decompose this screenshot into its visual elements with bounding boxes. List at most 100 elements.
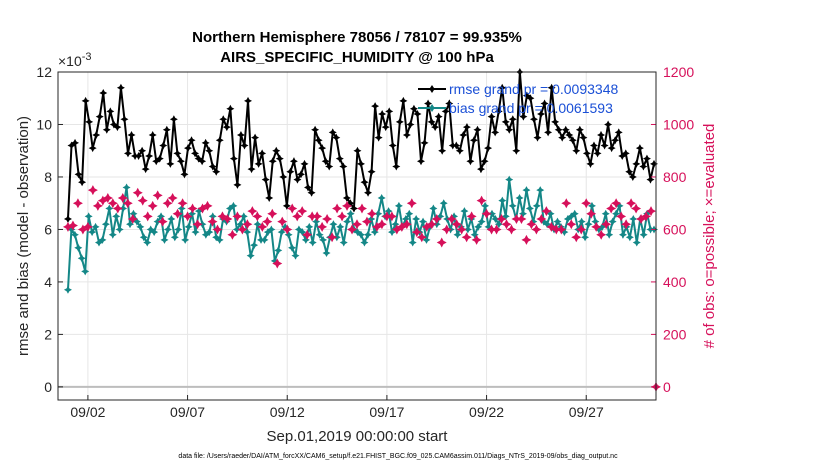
rmse-point — [593, 149, 602, 158]
y-tick-right-label: 800 — [663, 169, 687, 185]
bias-point — [532, 201, 541, 210]
y-tick-left-label: 10 — [36, 116, 52, 132]
bias-point — [225, 204, 234, 213]
bias-point — [239, 212, 248, 221]
obs-point — [466, 211, 477, 222]
bias-point — [139, 233, 148, 242]
bias-point — [163, 225, 172, 234]
bias-point — [494, 220, 503, 229]
rmse-point — [434, 112, 443, 121]
bias-point — [119, 204, 128, 213]
rmse-point — [438, 146, 447, 155]
obs-point — [481, 208, 492, 219]
bias-point — [246, 251, 255, 260]
rmse-point — [92, 130, 101, 139]
bias-point — [450, 212, 459, 221]
rmse-point — [600, 141, 609, 150]
obs-point — [471, 234, 482, 245]
bias-point — [432, 220, 441, 229]
y-tick-left-label: 8 — [44, 169, 52, 185]
bias-point — [539, 217, 548, 226]
bias-point — [343, 217, 352, 226]
bias-point — [563, 214, 572, 223]
rmse-point — [318, 144, 327, 153]
rmse-point — [88, 144, 97, 153]
obs-point — [282, 224, 293, 235]
rmse-point — [575, 125, 584, 134]
bias-point — [291, 251, 300, 260]
bias-point — [356, 230, 365, 239]
legend-rmse-label: rmse grand pr = 0.0093348 — [449, 81, 618, 97]
rmse-point — [148, 130, 157, 139]
obs-point — [371, 221, 382, 232]
rmse-point — [519, 112, 528, 121]
obs-point — [337, 211, 348, 222]
bias-point — [339, 238, 348, 247]
bias-point — [243, 228, 252, 237]
obs-point — [137, 195, 148, 206]
rmse-point — [226, 104, 235, 113]
obs-point — [132, 187, 143, 198]
bias-point — [188, 209, 197, 218]
legend-rmse-marker — [427, 85, 437, 93]
bias-point — [429, 204, 438, 213]
bias-point — [177, 204, 186, 213]
obs-point — [152, 190, 163, 201]
obs-point — [267, 208, 278, 219]
rmse-point — [81, 96, 90, 105]
y-tick-right-label: 0 — [663, 379, 671, 395]
rmse-point — [247, 165, 256, 174]
rmse-point — [378, 109, 387, 118]
y-tick-right-label: 1000 — [663, 116, 694, 132]
obs-point — [202, 200, 213, 211]
obs-point — [426, 219, 437, 230]
y-tick-left-label: 6 — [44, 221, 52, 237]
bias-point — [115, 225, 124, 234]
rmse-point — [219, 115, 228, 124]
rmse-point — [307, 188, 316, 197]
obs-point — [237, 224, 248, 235]
bias-point — [160, 235, 169, 244]
obs-point — [312, 211, 323, 222]
bias-point — [591, 217, 600, 226]
rmse-point — [71, 138, 80, 147]
bias-point — [205, 228, 214, 237]
obs-point — [631, 203, 642, 214]
obs-point — [626, 198, 637, 209]
rmse-point — [173, 149, 182, 158]
obs-point — [556, 224, 567, 235]
rmse-point — [431, 123, 440, 132]
x-tick-label: 09/02 — [70, 404, 105, 420]
rmse-point — [198, 157, 207, 166]
rmse-point — [533, 133, 542, 142]
rmse-point — [321, 157, 330, 166]
obs-point — [157, 216, 168, 227]
rmse-point — [304, 183, 313, 192]
plot-area-border — [57, 71, 657, 401]
bias-point — [94, 238, 103, 247]
rmse-point — [565, 130, 574, 139]
rmse-point — [459, 130, 468, 139]
y-tick-right-label: 600 — [663, 221, 687, 237]
rmse-point — [406, 120, 415, 129]
obs-point — [127, 213, 138, 224]
bias-point — [281, 222, 290, 231]
rmse-point — [74, 170, 83, 179]
series-layer — [62, 68, 661, 392]
bias-point — [543, 220, 552, 229]
rmse-point — [441, 107, 450, 116]
rmse-point — [508, 115, 517, 124]
rmse-point — [417, 157, 426, 166]
obs-point — [342, 200, 353, 211]
bias-point — [453, 230, 462, 239]
bias-point — [288, 243, 297, 252]
bias-point — [508, 201, 517, 210]
obs-point — [501, 219, 512, 230]
bias-point — [501, 212, 510, 221]
rmse-point — [162, 125, 171, 134]
rmse-point — [134, 151, 143, 160]
rmse-point — [300, 159, 309, 168]
bias-point — [284, 230, 293, 239]
rmse-point — [642, 154, 651, 163]
bias-point — [439, 199, 448, 208]
